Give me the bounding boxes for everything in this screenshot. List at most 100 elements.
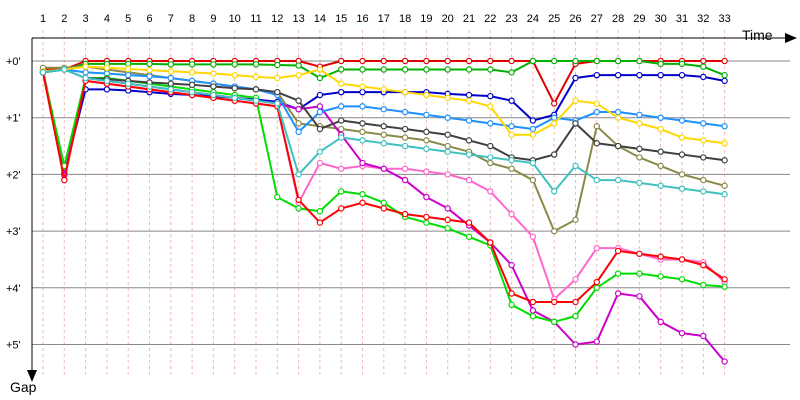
series-point bbox=[423, 193, 430, 201]
series-point bbox=[572, 298, 579, 306]
series-point bbox=[338, 103, 345, 110]
x-tick-label: 5 bbox=[125, 13, 131, 25]
x-tick-label: 28 bbox=[612, 13, 624, 25]
series-point bbox=[167, 74, 174, 82]
series-point bbox=[252, 86, 260, 93]
series-point bbox=[423, 168, 430, 175]
series-point bbox=[721, 77, 728, 85]
series-point bbox=[274, 61, 281, 69]
series-point bbox=[678, 71, 686, 79]
x-tick-label: 15 bbox=[335, 13, 347, 25]
x-tick-label: 6 bbox=[146, 13, 152, 25]
series-point bbox=[636, 293, 643, 300]
series-point bbox=[401, 142, 409, 150]
series-point bbox=[465, 219, 473, 226]
series-point bbox=[231, 85, 238, 92]
series-point bbox=[614, 270, 622, 277]
series-point bbox=[614, 57, 622, 65]
series-point bbox=[338, 205, 345, 212]
series-point bbox=[103, 86, 111, 93]
series-point bbox=[551, 188, 558, 195]
series-point bbox=[401, 57, 409, 65]
series-point bbox=[529, 57, 537, 65]
series-point bbox=[614, 142, 622, 150]
series-point bbox=[529, 298, 537, 306]
x-axis-label: Time bbox=[742, 27, 773, 43]
series-point bbox=[146, 83, 153, 90]
series bbox=[39, 57, 728, 365]
series-point bbox=[444, 66, 451, 73]
x-tick-label: 18 bbox=[399, 13, 411, 25]
series-point bbox=[465, 176, 473, 184]
series-point bbox=[274, 100, 281, 107]
series-point bbox=[657, 71, 664, 79]
x-tick-labels: 1 2 3 4 5 6 7 8 9 10 11 12 13 14 15 16 17 18 19 20 21 22 23 24 2… bbox=[40, 13, 731, 25]
series-12 bbox=[39, 66, 728, 198]
series-point bbox=[508, 97, 515, 104]
series-point bbox=[678, 60, 686, 68]
x-tick-label: 14 bbox=[314, 13, 326, 25]
series-point bbox=[551, 114, 558, 121]
series-point bbox=[359, 88, 366, 96]
series-point bbox=[444, 216, 451, 223]
series-point bbox=[721, 191, 728, 198]
series-point bbox=[316, 148, 324, 155]
series-point bbox=[338, 165, 345, 172]
series-point bbox=[487, 92, 494, 100]
series-point bbox=[444, 142, 451, 150]
series-point bbox=[39, 69, 47, 76]
series-point bbox=[423, 66, 430, 73]
series-point bbox=[210, 83, 217, 90]
x-tick-label: 22 bbox=[484, 13, 496, 25]
series-point bbox=[551, 120, 558, 127]
series-point bbox=[551, 57, 558, 65]
x-tick-label: 17 bbox=[378, 13, 390, 25]
series-point bbox=[274, 74, 281, 82]
series-point bbox=[700, 188, 707, 195]
series-point bbox=[572, 57, 579, 65]
series-point bbox=[359, 137, 366, 144]
axes: Time Gap bbox=[10, 27, 797, 395]
y-tick-labels: +0' +1' +2' +3' +4' +5' bbox=[6, 56, 21, 352]
series-point bbox=[338, 88, 345, 96]
series-point bbox=[614, 290, 622, 297]
series-point bbox=[700, 137, 707, 144]
y-tick-label: +3' bbox=[6, 226, 21, 238]
series-point bbox=[359, 120, 366, 127]
x-axis-arrow bbox=[785, 33, 797, 43]
x-tick-label: 2 bbox=[61, 13, 67, 25]
series-point bbox=[338, 188, 345, 195]
series-point bbox=[231, 61, 238, 68]
series-point bbox=[700, 63, 707, 70]
series-point bbox=[188, 81, 196, 89]
series-point bbox=[401, 66, 409, 73]
series-point bbox=[338, 134, 345, 141]
series-point bbox=[146, 66, 153, 74]
series-point bbox=[423, 137, 430, 144]
x-tick-label: 12 bbox=[271, 13, 283, 25]
series-point bbox=[465, 91, 473, 99]
series-point bbox=[593, 176, 601, 184]
x-tick-label: 33 bbox=[718, 13, 730, 25]
series-point bbox=[636, 57, 643, 65]
series-point bbox=[124, 60, 132, 68]
series-point bbox=[678, 117, 686, 124]
series-point bbox=[551, 227, 558, 235]
series-point bbox=[380, 123, 387, 130]
series-point bbox=[359, 57, 366, 65]
series-point bbox=[210, 70, 217, 77]
series-point bbox=[295, 120, 302, 127]
x-tick-label: 31 bbox=[676, 13, 688, 25]
series-point bbox=[700, 57, 707, 65]
series-point bbox=[614, 176, 622, 184]
series-point bbox=[657, 162, 664, 170]
series-point bbox=[508, 157, 515, 164]
series-point bbox=[210, 91, 217, 99]
series-point bbox=[188, 88, 196, 96]
series-point bbox=[401, 176, 409, 184]
series-point bbox=[487, 103, 494, 110]
series-point bbox=[593, 108, 601, 116]
series-point bbox=[721, 283, 728, 290]
series-point bbox=[700, 281, 707, 289]
